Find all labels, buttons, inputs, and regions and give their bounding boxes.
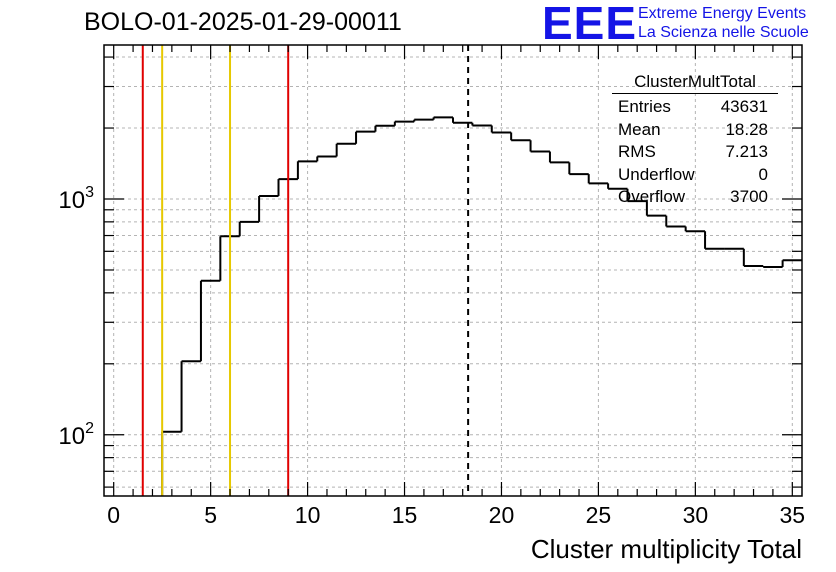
logo-line-1: Extreme Energy Events — [638, 5, 807, 22]
stats-value: 0 — [758, 164, 768, 184]
stats-row-rms: RMS 7.213 — [612, 141, 778, 164]
stats-label: RMS — [618, 142, 656, 161]
x-tick-label: 20 — [489, 502, 515, 528]
x-tick-label: 30 — [683, 502, 709, 528]
stats-label: Overflow — [618, 187, 686, 206]
logo-subtitle: Extreme Energy Events La Scienza nelle S… — [638, 4, 809, 42]
threshold-lines — [141, 45, 470, 496]
x-tick-label: 25 — [586, 502, 612, 528]
stats-value: 43631 — [720, 97, 768, 116]
x-tick-label: 0 — [107, 502, 120, 528]
stats-label: Mean — [618, 119, 661, 139]
x-tick-label: 5 — [204, 502, 217, 528]
logo-line-2: La Scienza nelle Scuole — [638, 24, 809, 41]
stats-row-mean: Mean 18.28 — [612, 119, 778, 142]
eee-logo: EEE — [542, 0, 638, 49]
stats-box: ClusterMultTotal Entries 43631 Mean 18.2… — [612, 72, 778, 209]
y-tick-label: 103 — [58, 184, 94, 214]
stats-row-entries: Entries 43631 — [612, 96, 778, 119]
y-tick-label: 102 — [58, 420, 94, 450]
stats-value: 7.213 — [725, 142, 768, 161]
stats-value: 18.28 — [725, 119, 768, 139]
stats-row-overflow: Overflow 3700 — [612, 186, 778, 209]
x-tick-label: 35 — [780, 502, 806, 528]
x-tick-label: 10 — [295, 502, 321, 528]
stats-label: Underflow — [618, 164, 695, 184]
x-tick-label: 15 — [392, 502, 418, 528]
stats-label: Entries — [618, 97, 671, 116]
axis-ticks: 0 5 10 15 20 25 30 35 102 103 — [58, 45, 805, 528]
stats-value: 3700 — [730, 187, 768, 206]
stats-row-underflow: Underflow 0 — [612, 164, 778, 187]
x-axis-label: Cluster multiplicity Total — [530, 534, 802, 564]
stats-title: ClusterMultTotal — [612, 72, 778, 94]
page-title: BOLO-01-2025-01-29-00011 — [84, 8, 402, 36]
